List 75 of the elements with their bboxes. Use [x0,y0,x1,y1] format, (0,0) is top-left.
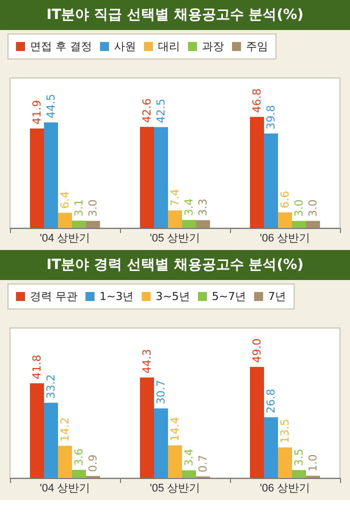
bar [58,212,72,228]
legend-label: 1~3년 [99,290,134,303]
data-label: 6.4 [58,191,72,209]
bar [278,212,292,228]
legend-label: 경력 무관 [30,290,78,303]
data-label: 42.5 [154,98,168,124]
data-label: 49.0 [250,338,264,363]
bar [196,220,210,228]
bar [292,220,306,228]
data-label: 7.4 [168,188,182,206]
bar [30,128,44,228]
legend-label: 7년 [268,290,286,303]
data-label: 42.6 [140,98,154,123]
bar [182,470,196,478]
bar [30,383,44,478]
data-label: 6.6 [278,190,292,208]
x-tick-label: '05 상반기 [150,232,200,244]
legend-label: 면접 후 결정 [30,40,92,53]
data-label: 44.5 [44,94,58,118]
data-label: 3.4 [182,448,196,466]
data-label: 1.0 [306,454,320,472]
data-label: 3.6 [72,448,86,466]
data-label: 3.0 [292,199,306,217]
bar [140,126,154,228]
bar [168,210,182,228]
data-label: 44.3 [140,349,154,374]
data-label: 13.5 [278,418,292,444]
legend-label: 5~7년 [212,290,246,303]
legend-label: 대리 [158,40,180,53]
bar [86,220,100,228]
data-label: 0.7 [196,454,210,472]
data-label: 3.5 [292,448,306,466]
bar [72,220,86,228]
bar [292,470,306,478]
data-label: 41.8 [30,354,44,380]
legend-label: 주임 [246,40,268,53]
bar [44,402,58,478]
bar [154,127,168,228]
data-label: 33.2 [44,374,58,399]
data-label: 3.0 [306,199,320,217]
x-tick-label: '05 상반기 [150,482,200,494]
bar [72,470,86,478]
data-label: 14.4 [168,416,182,442]
data-label: 3.3 [196,198,210,216]
chart-title: IT분야 경력 선택별 채용공고수 분석(%) [0,250,350,280]
legend-label: 과장 [202,40,224,53]
bar [278,447,292,478]
x-tick-label: '04 상반기 [40,232,90,244]
data-label: 0.9 [86,454,100,472]
data-label: 26.8 [264,388,278,414]
bar [264,417,278,478]
bar [306,220,320,228]
bar [250,366,264,478]
data-label: 3.1 [72,199,86,217]
bar [182,220,196,228]
bar [250,116,264,228]
legend-label: 사원 [114,40,136,53]
bar [154,408,168,478]
bar [58,446,72,478]
data-label: 3.4 [182,198,196,216]
x-tick-label: '06 상반기 [260,482,310,494]
data-label: 46.8 [250,88,264,113]
x-tick-label: '06 상반기 [260,232,310,244]
bar [264,134,278,228]
data-label: 14.2 [58,417,72,442]
bar [44,122,58,228]
legend-label: 3~5년 [156,290,190,303]
data-label: 3.0 [86,199,100,217]
bar [168,445,182,478]
bar [140,378,154,478]
data-label: 30.7 [154,380,168,404]
x-tick-label: '04 상반기 [40,482,90,494]
data-label: 39.8 [264,105,278,130]
data-label: 41.9 [30,100,44,125]
chart-title: IT분야 직급 선택별 채용공고수 분석(%) [0,0,350,30]
